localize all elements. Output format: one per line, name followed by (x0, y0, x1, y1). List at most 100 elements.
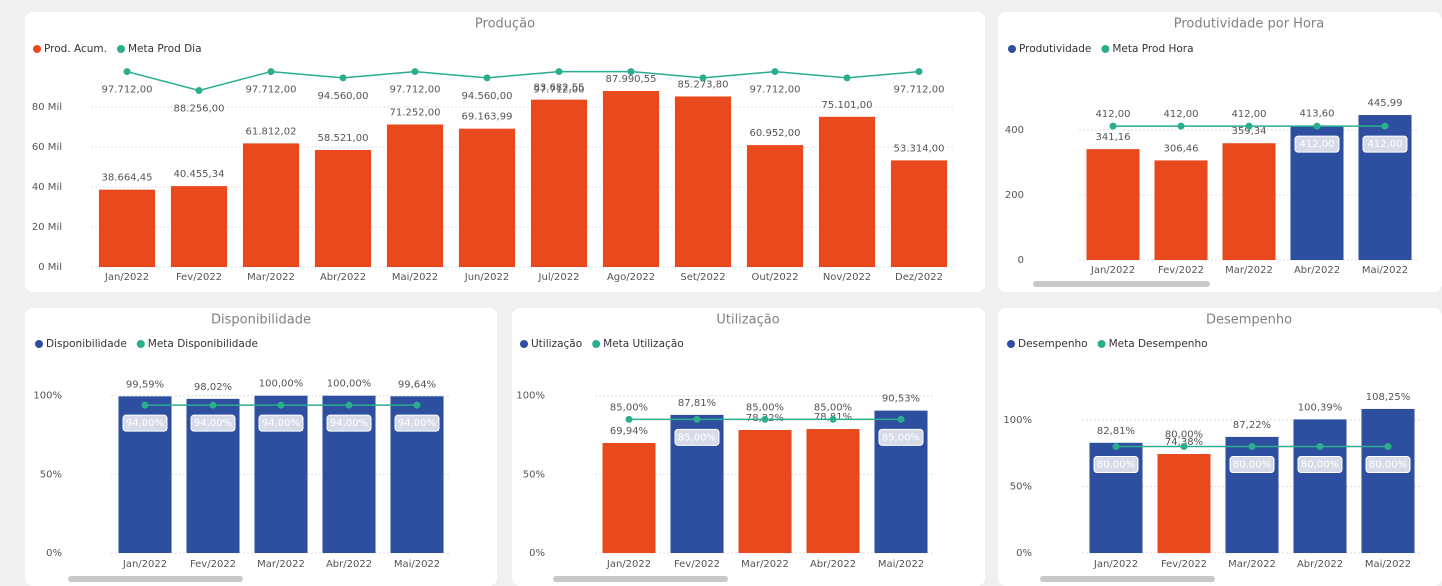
line-value-label: 94,00% (262, 418, 300, 429)
x-tick-label: Mai/2022 (394, 559, 440, 570)
bar-value-label: 341,16 (1096, 132, 1131, 143)
bar-value-label: 100,39% (1298, 402, 1343, 413)
scrollbar[interactable] (68, 576, 243, 582)
line-point (843, 74, 851, 82)
line-point (915, 68, 923, 76)
line-value-label: 85,00% (882, 432, 920, 443)
y-tick-label: 0 Mil (38, 262, 62, 273)
scrollbar[interactable] (1040, 576, 1215, 582)
x-tick-label: Abr/2022 (320, 272, 366, 283)
bar-value-label: 82,81% (1097, 426, 1135, 437)
x-tick-label: Jan/2022 (1093, 559, 1138, 570)
x-tick-label: Mar/2022 (247, 272, 295, 283)
line-point (1180, 443, 1188, 451)
legend-marker (592, 340, 601, 348)
legend-marker (1097, 340, 1106, 348)
x-tick-label: Dez/2022 (895, 272, 943, 283)
legend-label: Meta Prod Dia (128, 43, 202, 55)
line-value-label: 80,00% (1097, 460, 1135, 471)
line-point (277, 401, 285, 409)
x-tick-label: Jan/2022 (104, 272, 149, 283)
line-value-label: 94,00% (126, 418, 164, 429)
x-tick-label: Abr/2022 (326, 559, 372, 570)
line-value-label: 94,00% (194, 418, 232, 429)
line-value-label: 412,00 (1368, 139, 1403, 150)
bar-value-label: 108,25% (1366, 392, 1411, 403)
scrollbar[interactable] (553, 576, 728, 582)
bar (1361, 408, 1415, 553)
x-tick-label: Mai/2022 (878, 559, 924, 570)
bar-value-label: 71.252,00 (390, 107, 441, 118)
bar-value-label: 99,64% (398, 379, 436, 390)
bar-value-label: 100,00% (327, 379, 372, 390)
x-tick-label: Mar/2022 (1225, 265, 1273, 276)
legend-label: Meta Desempenho (1109, 338, 1208, 350)
y-tick-label: 0% (1016, 548, 1032, 559)
bar-value-label: 413,60 (1300, 109, 1335, 120)
legend-marker (520, 340, 528, 348)
line-point (829, 415, 837, 423)
line-value-label: 80,00% (1165, 430, 1203, 441)
bar-value-label: 74,38% (1165, 437, 1203, 448)
bar (806, 429, 860, 553)
line-point (209, 401, 217, 409)
x-tick-label: Jul/2022 (538, 272, 580, 283)
x-tick-label: Mar/2022 (257, 559, 305, 570)
line-point (1112, 443, 1120, 451)
bar (674, 96, 732, 268)
bar-value-label: 60.952,00 (750, 128, 801, 139)
legend-marker (1007, 340, 1015, 348)
line-value-label: 412,00 (1164, 109, 1199, 120)
bar-value-label: 87,81% (678, 398, 716, 409)
bar (602, 91, 660, 268)
line-point (761, 415, 769, 423)
y-tick-label: 0 (1018, 255, 1024, 266)
chart-title: Produção (475, 17, 535, 32)
bar (1225, 436, 1279, 553)
y-tick-label: 0% (46, 548, 62, 559)
x-tick-label: Abr/2022 (810, 559, 856, 570)
bar-value-label: 87,22% (1233, 420, 1271, 431)
bar-value-label: 83.682,55 (534, 83, 585, 94)
x-tick-label: Fev/2022 (674, 559, 720, 570)
bar-value-label: 359,34 (1232, 126, 1267, 137)
x-tick-label: Fev/2022 (1161, 559, 1207, 570)
line-label-box (394, 414, 440, 432)
line-point (1248, 443, 1256, 451)
line-value-label: 97.712,00 (750, 85, 801, 96)
bar (1293, 419, 1347, 553)
bar (530, 99, 588, 267)
y-tick-label: 20 Mil (32, 222, 62, 233)
bar (1086, 149, 1140, 260)
line-value-label: 94,00% (398, 418, 436, 429)
bar (738, 429, 792, 553)
line-value-label: 412,00 (1232, 109, 1267, 120)
x-tick-label: Ago/2022 (607, 272, 655, 283)
y-tick-label: 0% (529, 548, 545, 559)
bar-value-label: 99,59% (126, 379, 164, 390)
line-label-box (326, 414, 372, 432)
bar (1222, 143, 1276, 260)
y-tick-label: 40 Mil (32, 182, 62, 193)
x-tick-label: Fev/2022 (190, 559, 236, 570)
x-tick-label: Nov/2022 (823, 272, 871, 283)
line-label-box (1362, 135, 1408, 153)
line-value-label: 94.560,00 (318, 91, 369, 102)
line-value-label: 85,00% (814, 402, 852, 413)
line (126, 70, 920, 92)
line-label-box (1365, 456, 1411, 474)
bar (890, 160, 948, 267)
bar-value-label: 87.990,55 (606, 74, 657, 85)
scrollbar[interactable] (1033, 281, 1210, 287)
line-value-label: 80,00% (1301, 460, 1339, 471)
chart-title: Utilização (716, 313, 779, 328)
line-point (345, 401, 353, 409)
line-value-label: 97.712,00 (390, 85, 441, 96)
legend-marker (1008, 45, 1016, 53)
bar (746, 145, 804, 267)
legend-marker (117, 45, 125, 53)
x-tick-label: Jan/2022 (122, 559, 167, 570)
line-value-label: 97.712,00 (102, 85, 153, 96)
line-point (1316, 443, 1324, 451)
